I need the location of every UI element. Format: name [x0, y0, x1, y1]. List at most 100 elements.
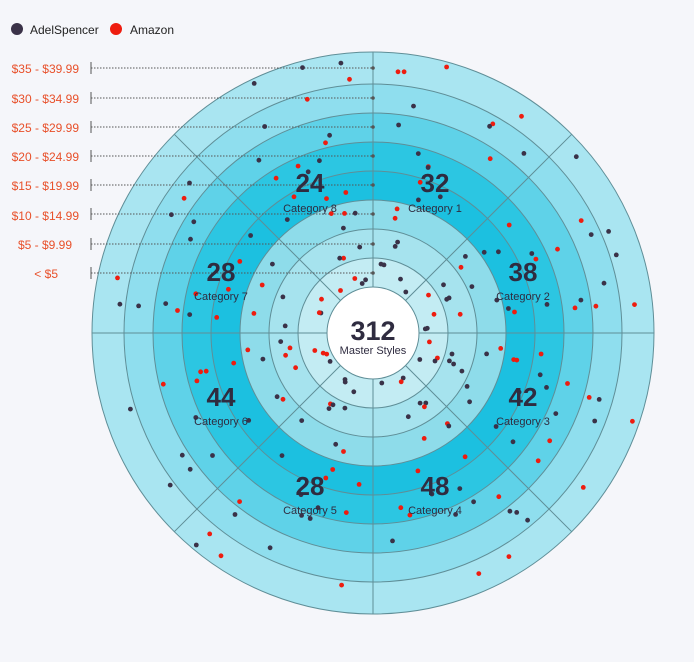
category-3-name: Category 3	[496, 416, 550, 428]
adelspencer-point	[487, 123, 492, 129]
amazon-point	[356, 482, 362, 487]
adelspencer-point	[613, 252, 619, 258]
category-4-value: 48	[421, 471, 450, 501]
category-2-name: Category 2	[496, 291, 550, 303]
category-dividers	[92, 52, 654, 614]
amazon-point	[630, 418, 635, 424]
amazon-point	[555, 246, 560, 252]
adelspencer-point	[274, 394, 280, 400]
adelspencer-point	[248, 233, 254, 238]
adelspencer-point	[379, 380, 385, 386]
adelspencer-point	[352, 210, 358, 216]
amazon-point	[218, 553, 224, 559]
amazon-point	[415, 468, 421, 474]
center-total-value: 312	[350, 316, 395, 346]
amazon-point	[194, 378, 200, 384]
price-leader-end-3	[371, 183, 375, 187]
amazon-point	[251, 311, 257, 316]
amazon-point	[323, 475, 329, 481]
adelspencer-point	[262, 124, 268, 129]
amazon-point	[514, 357, 520, 363]
price-leader-end-4	[371, 154, 375, 158]
amazon-point	[214, 315, 220, 320]
adelspencer-point	[403, 289, 409, 295]
adelspencer-point	[187, 466, 193, 472]
adelspencer-point	[193, 415, 199, 420]
legend: AdelSpencer Amazon	[11, 23, 174, 37]
adelspencer-point	[471, 499, 476, 505]
amazon-point	[226, 286, 231, 292]
amazon-point	[343, 190, 349, 195]
category-6-value: 44	[207, 382, 236, 412]
adelspencer-point	[278, 339, 284, 344]
adelspencer-point	[363, 277, 368, 283]
adelspencer-point	[117, 301, 123, 307]
center-total-label: Master Styles	[340, 345, 407, 357]
amazon-point	[431, 311, 437, 317]
adelspencer-point	[525, 517, 530, 523]
adelspencer-point	[246, 418, 252, 423]
adelspencer-point	[179, 452, 185, 458]
adelspencer-point	[432, 358, 438, 364]
adelspencer-point	[357, 244, 363, 250]
amazon-point	[343, 510, 349, 515]
adelspencer-point	[392, 244, 398, 249]
amazon-point	[160, 381, 166, 387]
adelspencer-point	[437, 194, 443, 200]
price-label-under-5: < $5	[34, 267, 58, 281]
adelspencer-point	[405, 414, 411, 420]
adelspencer-point	[417, 400, 423, 406]
adelspencer-point	[606, 229, 611, 234]
adelspencer-point	[351, 389, 357, 395]
legend-marker-adelspencer	[11, 23, 23, 35]
amazon-point	[476, 571, 482, 576]
adelspencer-point	[453, 512, 458, 517]
amazon-point	[632, 302, 637, 307]
adelspencer-point	[596, 397, 602, 402]
adelspencer-point	[342, 377, 348, 382]
amazon-point	[324, 351, 330, 357]
amazon-point	[506, 222, 512, 228]
amazon-point	[395, 69, 401, 75]
category-divider-2	[405, 133, 573, 301]
amazon-point	[444, 64, 449, 70]
center-summary: 312 Master Styles	[340, 316, 407, 357]
adelspencer-point	[588, 232, 594, 238]
adelspencer-point	[167, 482, 173, 488]
amazon-point	[593, 303, 599, 309]
adelspencer-point	[592, 418, 598, 424]
adelspencer-point	[537, 372, 543, 378]
adelspencer-point	[601, 280, 607, 286]
adelspencer-point	[395, 239, 400, 245]
price-leader-end-6	[371, 96, 375, 100]
price-label-25-29: $25 - $29.99	[12, 121, 80, 135]
amazon-point	[496, 494, 502, 500]
amazon-point	[426, 292, 431, 298]
adelspencer-point	[446, 423, 452, 429]
category-6-name: Category 6	[194, 416, 248, 428]
amazon-point	[401, 69, 407, 75]
amazon-point	[342, 211, 347, 216]
price-leader-end-0	[371, 271, 375, 275]
adelspencer-point	[299, 513, 304, 518]
amazon-point	[312, 348, 318, 353]
amazon-point	[304, 96, 310, 102]
legend-label-amazon: Amazon	[130, 23, 174, 37]
adelspencer-point	[400, 375, 406, 381]
adelspencer-point	[330, 402, 336, 408]
adelspencer-point	[305, 169, 311, 175]
amazon-point	[535, 458, 541, 464]
amazon-point	[565, 381, 570, 386]
adelspencer-point	[327, 359, 333, 364]
adelspencer-point	[191, 219, 197, 225]
amazon-point	[580, 485, 586, 490]
adelspencer-point	[267, 545, 273, 551]
adelspencer-point	[342, 405, 348, 411]
amazon-point	[498, 346, 504, 351]
adelspencer-point	[169, 212, 174, 218]
amazon-point	[231, 360, 237, 366]
adelspencer-point	[507, 508, 513, 514]
amazon-point	[457, 311, 463, 317]
amazon-point	[533, 256, 539, 262]
